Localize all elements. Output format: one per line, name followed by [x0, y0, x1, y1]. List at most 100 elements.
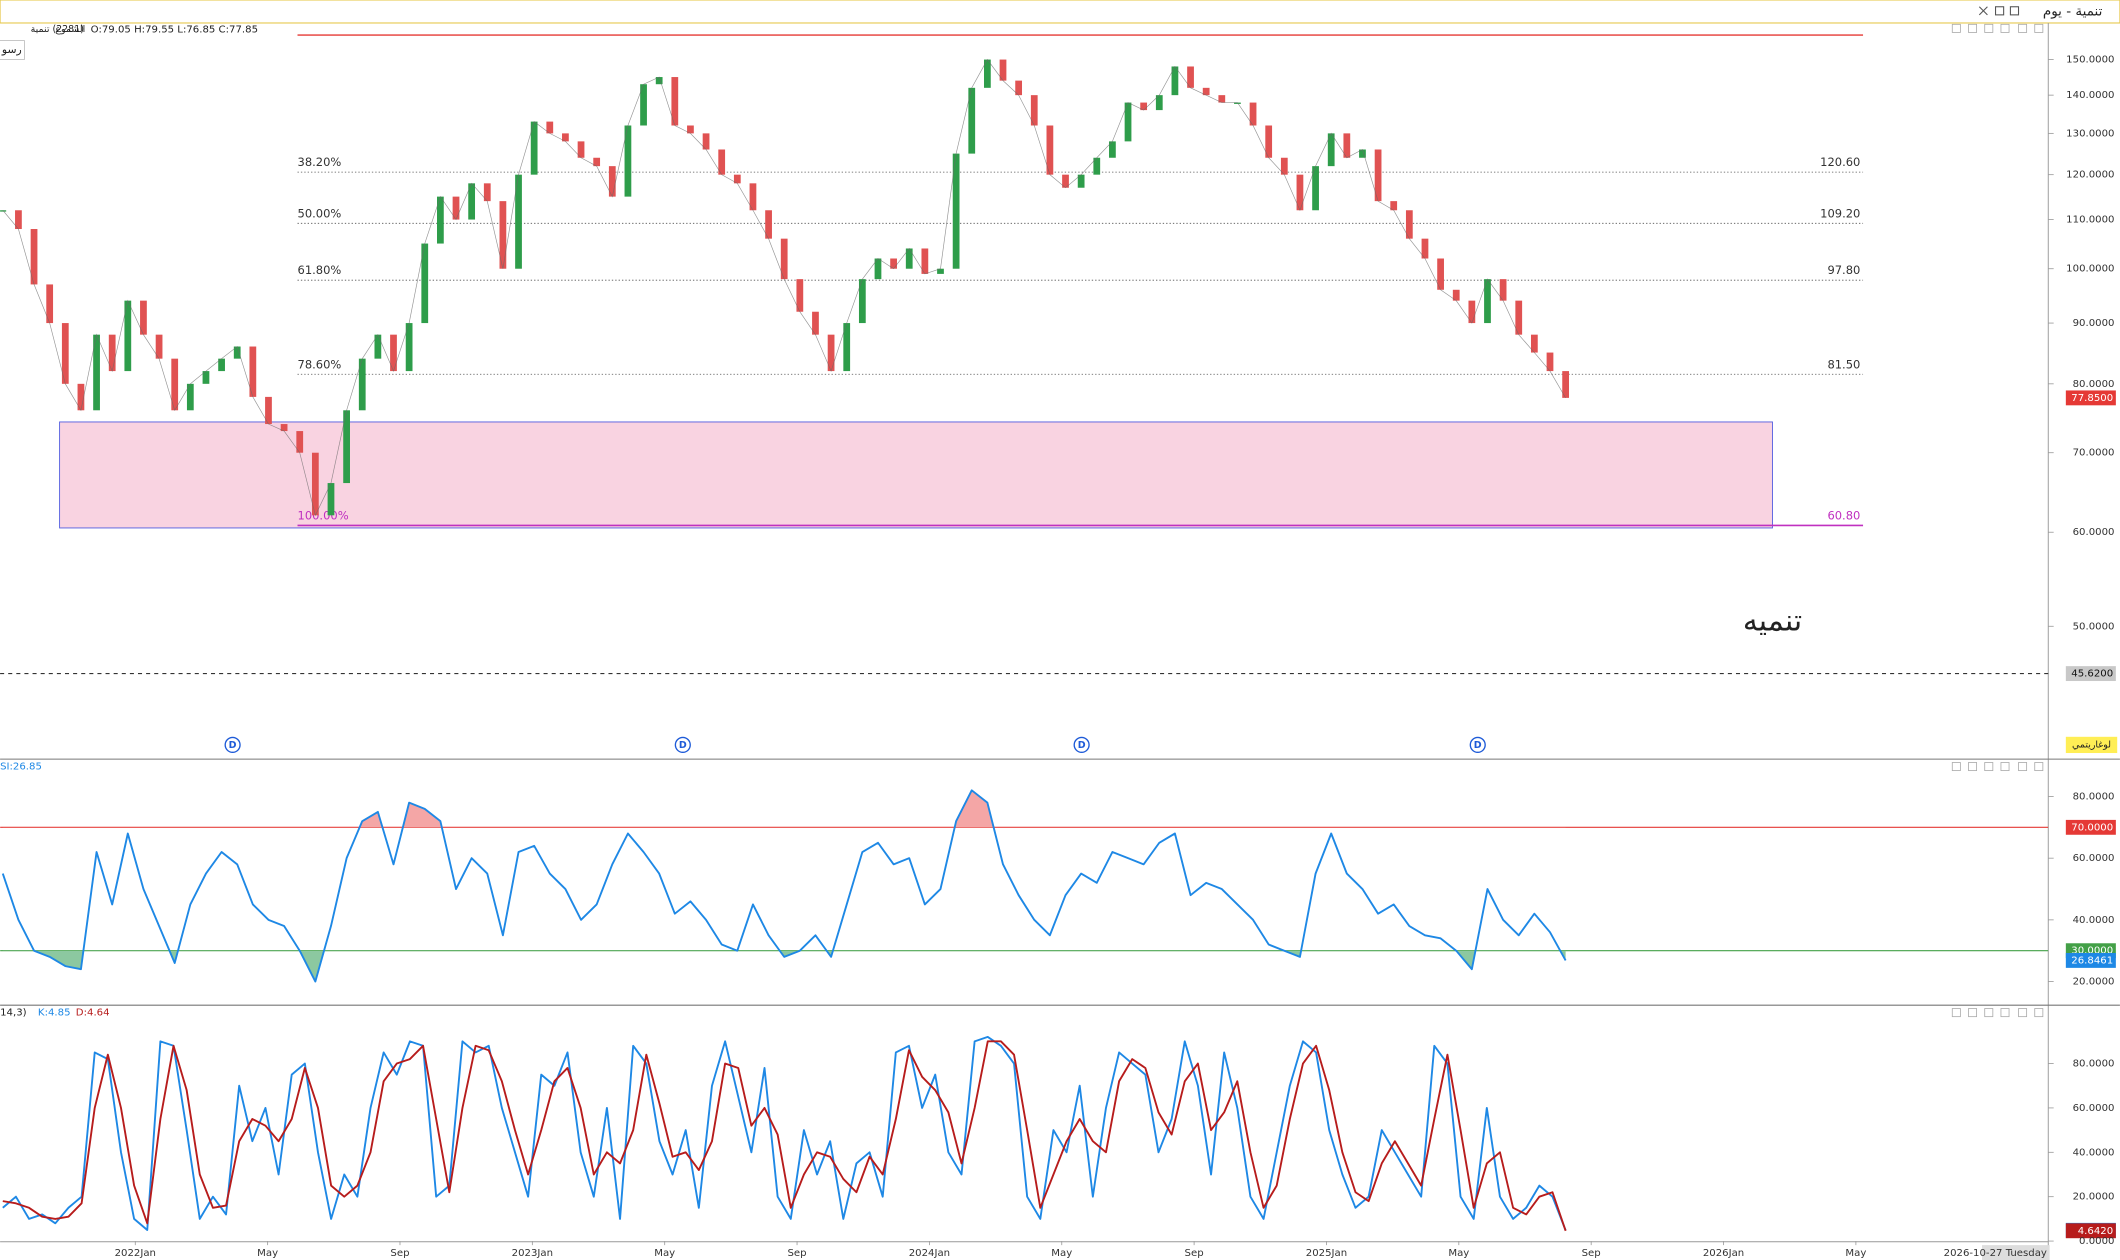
toolbar-button[interactable]	[0, 40, 25, 60]
price-badge-label: 30.0000	[2071, 946, 2113, 957]
candle	[1421, 238, 1429, 259]
candle	[155, 334, 163, 359]
panel-icon[interactable]	[2000, 1008, 2010, 1018]
window-controls[interactable]	[1978, 6, 2020, 16]
log-scale-badge[interactable]	[2065, 736, 2118, 754]
candle	[1062, 174, 1069, 188]
candle	[405, 323, 413, 372]
candle	[124, 300, 132, 372]
candle	[562, 133, 569, 142]
panel-icon[interactable]	[2018, 23, 2028, 33]
candle	[1468, 300, 1476, 324]
y-tick-label: 150.0000	[2066, 55, 2114, 66]
toolbar-button-label[interactable]: رسو	[1, 43, 22, 56]
candle	[593, 157, 601, 167]
panel-icon[interactable]	[1968, 762, 1978, 772]
candle	[874, 258, 882, 280]
candle	[374, 334, 382, 359]
candle	[249, 346, 257, 397]
series-line	[2, 1035, 1567, 1231]
candle	[452, 196, 460, 220]
price-badge	[2065, 390, 2116, 406]
style-label: الشموع	[55, 24, 85, 35]
fib-label: 100.00%	[298, 508, 349, 522]
y-tick-label: 70.0000	[2073, 448, 2115, 459]
candle	[1077, 174, 1085, 188]
candle	[1280, 157, 1288, 175]
candle	[983, 59, 991, 88]
candle	[1171, 66, 1179, 96]
panel-icon[interactable]	[1968, 1008, 1978, 1018]
panel-icon[interactable]	[1968, 23, 1978, 33]
candle	[390, 334, 397, 372]
close-icon[interactable]	[1978, 6, 1988, 16]
candle	[624, 125, 632, 197]
candle	[437, 196, 444, 244]
fib-label: 50.00%	[298, 206, 342, 220]
dividend-marker	[1469, 736, 1486, 754]
price-badge	[2065, 952, 2116, 968]
candle	[1546, 352, 1554, 372]
candle	[1296, 174, 1304, 211]
candle	[1530, 334, 1538, 353]
candle	[937, 268, 944, 274]
candle	[843, 323, 851, 372]
fib-value: 81.50	[1827, 357, 1860, 371]
x-tick-label: May	[1051, 1248, 1072, 1259]
candle	[1109, 141, 1116, 158]
x-tick-label: May	[654, 1248, 675, 1259]
stoch-d-legend: D:4.64	[76, 1008, 110, 1019]
fib-value: 97.80	[1827, 263, 1860, 277]
panel-icon[interactable]	[2034, 1008, 2044, 1018]
candle	[499, 201, 507, 269]
annotation: تنميه	[1743, 603, 1802, 638]
fib-label: 78.60%	[298, 357, 342, 371]
panel-icon[interactable]	[1951, 762, 1961, 772]
candle	[796, 279, 804, 312]
panel-icon[interactable]	[2018, 1008, 2028, 1018]
price-badge-label: 45.6200	[2071, 669, 2113, 680]
panel-icon[interactable]	[1984, 1008, 1994, 1018]
candle	[780, 238, 788, 280]
panel-icon[interactable]	[2000, 23, 2010, 33]
panel-icon[interactable]	[1951, 1008, 1961, 1018]
candle	[202, 371, 210, 384]
price-badge-label: 26.8461	[2071, 955, 2113, 966]
dividend-label: D	[229, 740, 237, 751]
stoch-legend: 14,3)	[0, 1008, 27, 1019]
x-tick-label: Sep	[1582, 1248, 1601, 1259]
candle	[108, 334, 116, 372]
panel-icon[interactable]	[2034, 23, 2044, 33]
candle	[671, 77, 679, 126]
maximize-icon[interactable]	[1994, 6, 2005, 16]
plot-area	[2, 1035, 1567, 1232]
panel-icon[interactable]	[2018, 762, 2028, 772]
candle	[1452, 289, 1460, 301]
candle	[655, 77, 663, 85]
candle	[999, 59, 1007, 81]
candle	[30, 229, 38, 285]
log-scale-label[interactable]: لوغاريتمي	[2072, 739, 2111, 750]
y-tick-label: 20.0000	[2073, 977, 2115, 988]
panel-icon[interactable]	[2000, 762, 2010, 772]
restore-icon[interactable]	[2009, 6, 2020, 16]
panel-icon[interactable]	[1984, 762, 1994, 772]
panel-icon[interactable]	[2034, 762, 2044, 772]
y-tick-label: 40.0000	[2073, 915, 2115, 926]
fib-label: 61.80%	[298, 263, 342, 277]
candle	[1359, 149, 1366, 158]
stoch-k-legend: K:4.85	[38, 1008, 71, 1019]
y-tick-label: 130.0000	[2066, 128, 2114, 139]
panel-icon[interactable]	[1951, 23, 1961, 33]
x-tick-label: May	[1448, 1248, 1469, 1259]
price-badge-label: 4.6420	[2078, 1226, 2113, 1237]
panel-icon[interactable]	[1984, 23, 1994, 33]
candle	[1140, 102, 1148, 111]
series-line	[1, 789, 1567, 983]
candle	[905, 248, 913, 269]
y-tick-label: 60.0000	[2073, 527, 2115, 538]
candle	[1249, 102, 1257, 126]
x-tick-label: May	[1845, 1248, 1866, 1259]
